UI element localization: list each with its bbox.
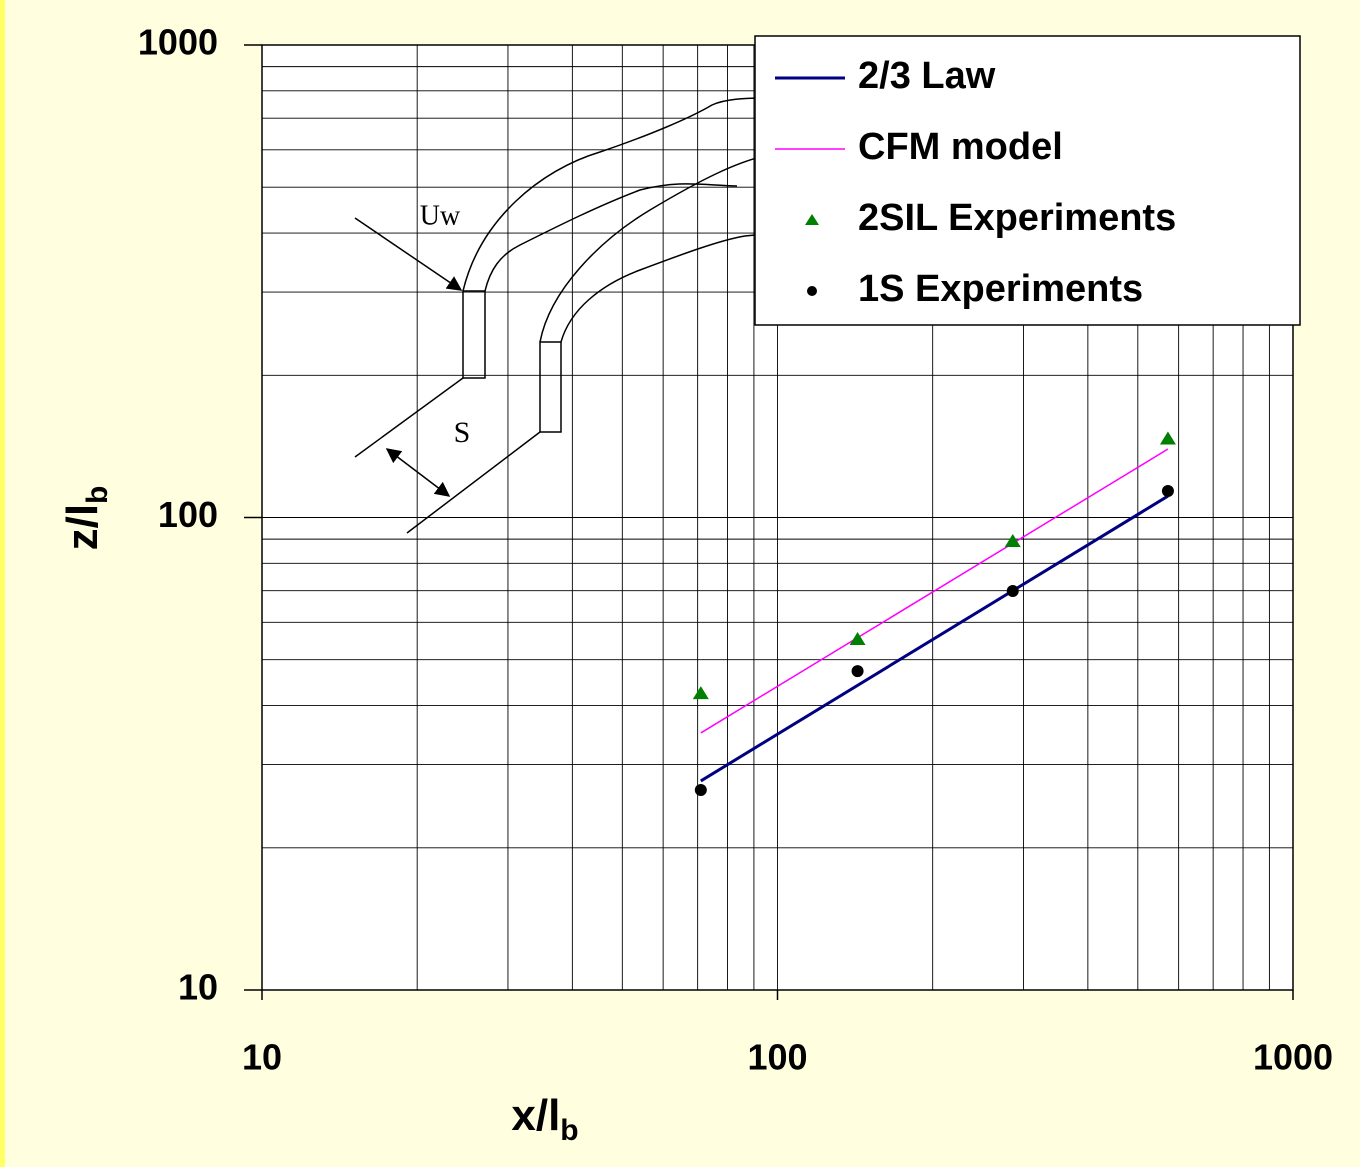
triangle-marker (849, 632, 866, 646)
legend-swatch (805, 214, 819, 225)
dot-marker (694, 784, 707, 797)
legend-items: 2/3 Law CFM model 2SIL Experiments 1S Exper… (775, 55, 1176, 310)
legend-label: 2/3 Law (858, 55, 996, 97)
edge-strip (0, 0, 5, 1167)
y-label-text: z/l (58, 504, 107, 550)
legend-label: CFM model (858, 126, 1063, 168)
dot-marker (851, 665, 864, 678)
triangle-marker (1159, 431, 1176, 445)
y-tick-label: 10 (178, 967, 218, 1008)
series-line (700, 448, 1169, 734)
legend-label: 2SIL Experiments (858, 197, 1176, 239)
x-tick-label: 100 (747, 1037, 807, 1078)
x-label-text: x/l (511, 1091, 560, 1140)
wall-line (354, 377, 541, 534)
x-axis-label: x/lb (511, 1091, 578, 1147)
legend (754, 35, 1301, 326)
plume-edge (484, 183, 738, 292)
dot-marker (1161, 484, 1174, 497)
marks (692, 431, 1176, 797)
plume-edge (462, 97, 766, 292)
dot-marker (1006, 584, 1019, 597)
y-axis-label: z/lb (58, 486, 114, 551)
x-tick-label: 1000 (1253, 1037, 1333, 1078)
x-label-sub: b (560, 1114, 578, 1147)
legend-label: 1S Experiments (858, 268, 1143, 310)
nozzle (539, 341, 562, 433)
legend-swatch (807, 286, 817, 296)
y-tick-label: 100 (158, 494, 218, 535)
y-label-sub: b (81, 486, 114, 504)
triangle-marker (692, 686, 709, 700)
x-tick-label: 10 (242, 1037, 282, 1078)
annotation: S (454, 416, 471, 449)
y-tick-label: 1000 (138, 22, 218, 63)
arrow (354, 217, 463, 291)
annotation: Uw (420, 200, 461, 231)
triangle-marker (1004, 533, 1021, 547)
arrow (385, 448, 451, 497)
nozzle (462, 290, 486, 379)
series-line (700, 494, 1169, 783)
